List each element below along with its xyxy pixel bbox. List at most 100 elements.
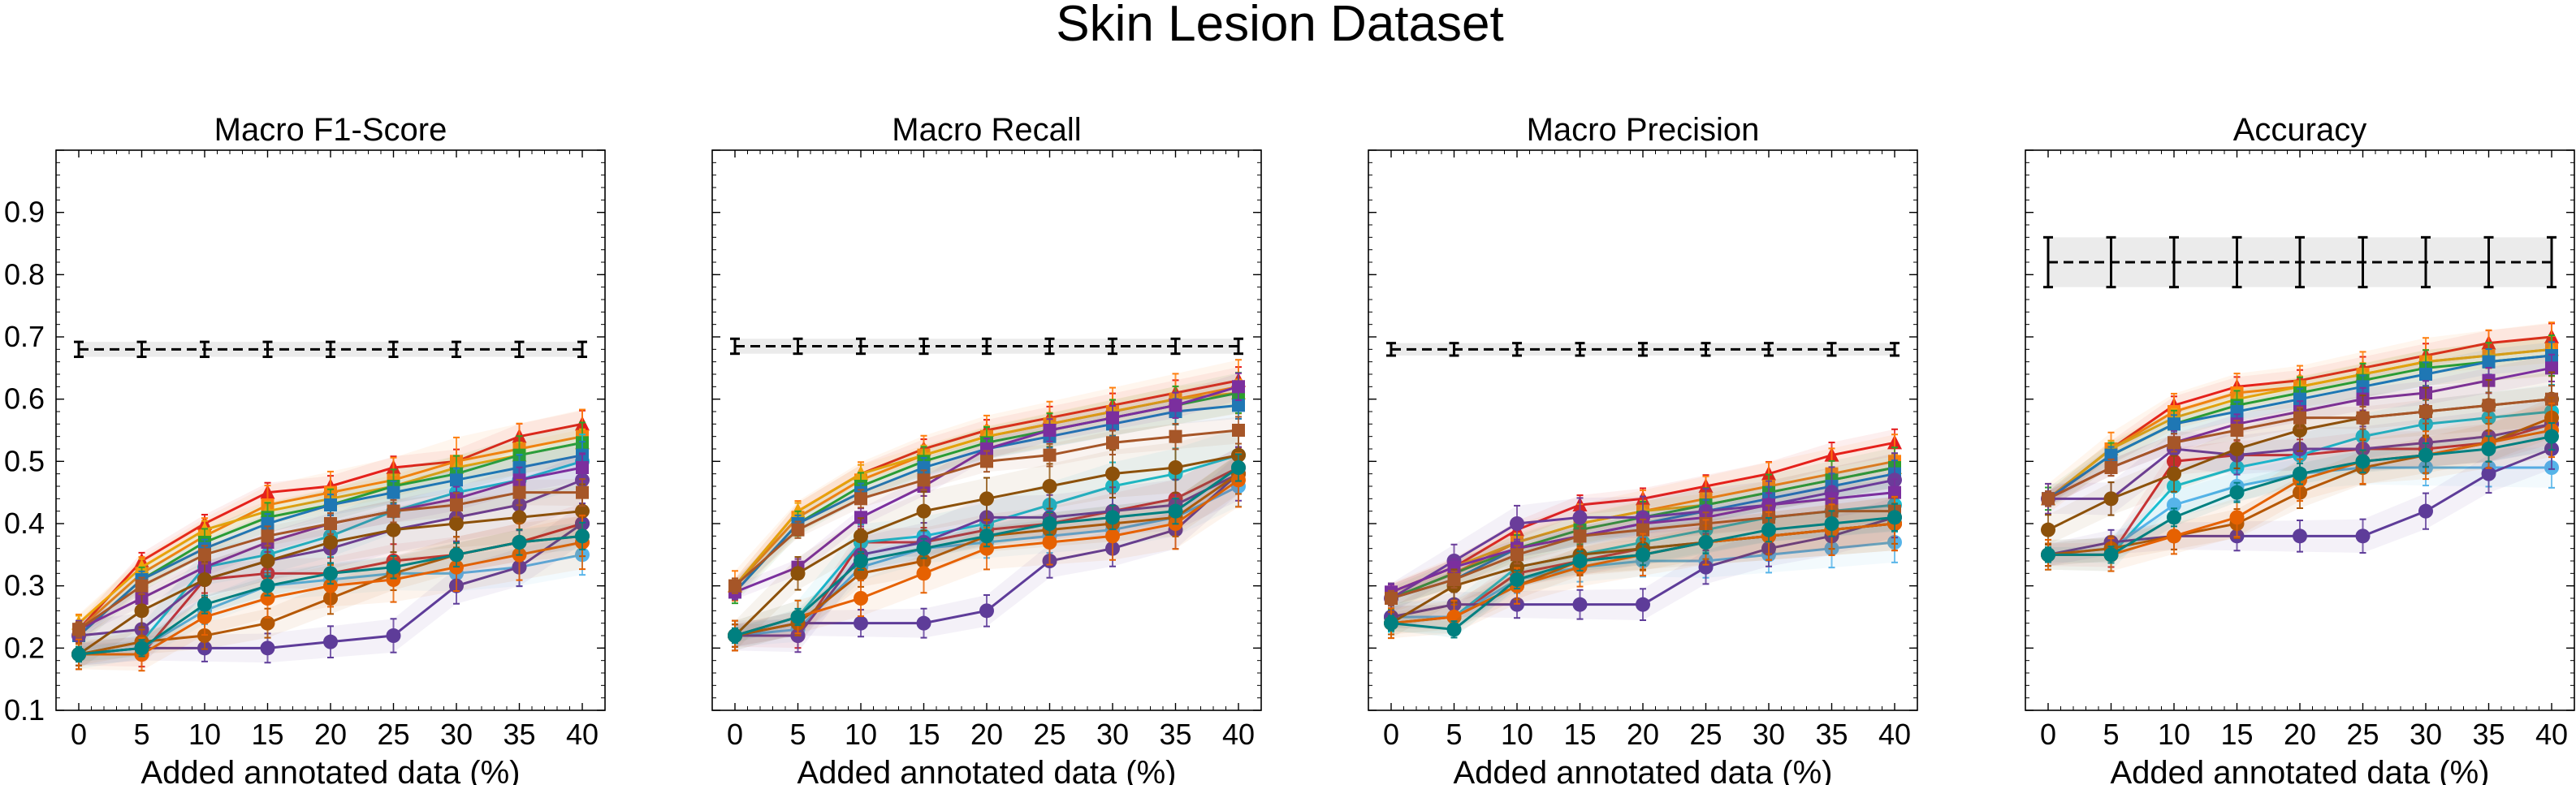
series-band xyxy=(79,429,582,631)
series-point xyxy=(2167,466,2181,481)
x-tick-label: 5 xyxy=(789,718,806,751)
series-point xyxy=(575,528,590,544)
x-tick-label: 25 xyxy=(1033,718,1065,751)
series-point xyxy=(2168,417,2181,431)
series-band xyxy=(2048,335,2552,507)
x-tick-label: 25 xyxy=(1689,718,1722,751)
series-point xyxy=(198,548,211,562)
series-point xyxy=(980,442,993,455)
x-tick-label: 35 xyxy=(2472,718,2505,751)
y-tick-label: 0.4 xyxy=(4,507,45,540)
x-tick-label: 0 xyxy=(727,718,743,751)
x-tick-label: 40 xyxy=(2535,718,2568,751)
series-point xyxy=(1168,460,1183,475)
series-point xyxy=(1169,399,1182,412)
series-point xyxy=(386,522,401,537)
series-point xyxy=(386,628,401,643)
x-tick-label: 40 xyxy=(1222,718,1255,751)
series-point xyxy=(324,498,337,511)
x-tick-label: 40 xyxy=(1878,718,1911,751)
x-tick-label: 35 xyxy=(1815,718,1848,751)
x-tick-label: 25 xyxy=(2346,718,2379,751)
series-point xyxy=(2168,436,2181,450)
x-tick-label: 10 xyxy=(1501,718,1533,751)
x-tick-label: 10 xyxy=(188,718,221,751)
y-tick-label: 0.6 xyxy=(4,382,45,416)
series-point xyxy=(2293,411,2306,425)
series-point xyxy=(512,535,527,550)
series xyxy=(728,453,1246,645)
y-tick-label: 0.5 xyxy=(4,444,45,477)
series-point xyxy=(512,485,526,499)
series-point xyxy=(1573,529,1587,543)
series xyxy=(728,416,1245,594)
series-point xyxy=(1232,399,1245,412)
series-point xyxy=(728,628,742,643)
series-point xyxy=(323,535,338,550)
panel-title: Macro F1-Score xyxy=(214,112,447,148)
series-point xyxy=(790,610,806,624)
series-point xyxy=(1447,573,1461,586)
x-tick-label: 0 xyxy=(71,718,87,751)
series-point xyxy=(916,566,931,581)
series xyxy=(2041,422,2559,564)
x-tick-label: 25 xyxy=(377,718,409,751)
series-point xyxy=(854,554,868,568)
series-band xyxy=(735,454,1238,644)
series-point xyxy=(576,485,589,499)
series-point xyxy=(2419,368,2432,381)
series-point xyxy=(1636,547,1650,563)
series-point xyxy=(1042,535,1057,550)
series-point xyxy=(134,641,149,656)
x-tick-label: 15 xyxy=(2220,718,2253,751)
series-point xyxy=(2230,424,2244,437)
series-point xyxy=(197,610,212,624)
series-point xyxy=(512,510,527,525)
series-point xyxy=(2293,392,2306,406)
x-tick-label: 20 xyxy=(970,718,1003,751)
x-tick-label: 10 xyxy=(2158,718,2190,751)
series-point xyxy=(1572,554,1588,568)
series-point xyxy=(134,559,149,574)
series-point xyxy=(2482,355,2496,369)
series-point xyxy=(197,572,212,587)
series-point xyxy=(2355,454,2371,469)
series-point xyxy=(1572,510,1588,525)
series-point xyxy=(1232,424,1245,437)
series-point xyxy=(2418,447,2433,463)
series-point xyxy=(260,554,275,568)
series-point xyxy=(1824,516,1839,531)
series-point xyxy=(2482,399,2496,412)
series-point xyxy=(2356,411,2370,425)
x-tick-label: 20 xyxy=(1627,718,1659,751)
series-point xyxy=(1511,548,1524,562)
series xyxy=(71,521,590,663)
series-point xyxy=(980,455,993,468)
x-tick-label: 30 xyxy=(1096,718,1129,751)
x-tick-label: 20 xyxy=(2284,718,2316,751)
y-tick-label: 0.2 xyxy=(4,631,45,664)
series-point xyxy=(1887,510,1902,525)
series-point xyxy=(260,578,275,593)
series-point xyxy=(323,566,338,581)
x-axis-label: Added annotated data (%) xyxy=(797,755,1176,785)
chart-panel: Accuracy 0 5 10 15 20 25 30 35 40 Added annotated … xyxy=(2025,112,2575,785)
series-point xyxy=(2104,461,2118,474)
x-tick-label: 10 xyxy=(845,718,877,751)
series-point xyxy=(260,615,275,631)
series-point xyxy=(260,591,275,606)
series-point xyxy=(1510,572,1524,587)
x-tick-label: 30 xyxy=(2410,718,2442,751)
series-point xyxy=(450,498,463,511)
series-point xyxy=(1447,560,1461,574)
series-point xyxy=(854,528,868,544)
panel-title: Accuracy xyxy=(2233,112,2367,148)
series-point xyxy=(790,566,806,581)
series-point xyxy=(2103,491,2119,507)
series-point xyxy=(260,641,275,656)
series-point xyxy=(854,566,868,581)
series-point xyxy=(261,529,274,543)
series-point xyxy=(576,461,589,474)
y-tick-label: 0.8 xyxy=(4,257,45,291)
series-point xyxy=(2355,528,2371,544)
